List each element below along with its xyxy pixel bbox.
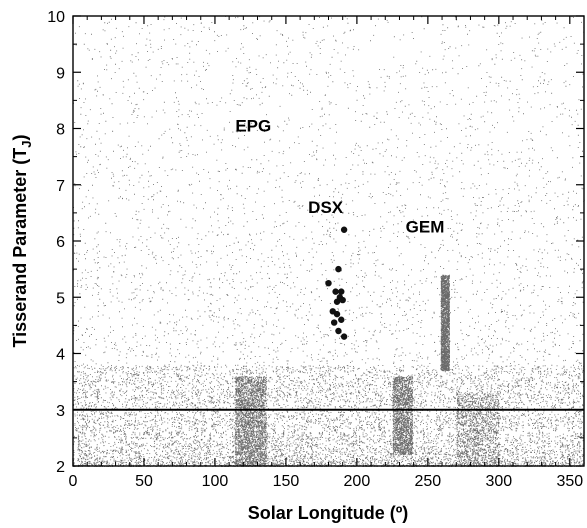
highlight-points: [325, 226, 348, 340]
y-tick-label: 10: [47, 9, 65, 26]
x-tick-label: 50: [135, 473, 153, 490]
x-tick-label: 200: [344, 473, 371, 490]
y-tick-label: 8: [56, 122, 65, 139]
background-dots: [73, 16, 585, 467]
highlight-point: [335, 265, 342, 273]
highlight-point: [330, 319, 338, 326]
x-axis-title: Solar Longitude (º): [248, 503, 409, 523]
y-tick-label: 9: [56, 65, 65, 82]
annotation-epg: EPG: [235, 116, 271, 135]
x-tick-label: 0: [69, 473, 78, 490]
y-axis-title: Tisserand Parameter (TJ): [10, 135, 34, 348]
annotation-gem: GEM: [406, 218, 445, 237]
highlight-point: [333, 298, 341, 305]
highlight-point: [332, 288, 339, 295]
plot-frame: [72, 15, 585, 467]
y-tick-label: 3: [56, 403, 65, 420]
annotations: EPG DSX GEM: [235, 116, 444, 236]
highlight-point: [325, 279, 332, 287]
x-tick-label: 350: [556, 473, 583, 490]
x-tick-label: 300: [485, 473, 512, 490]
x-ticks: 0 50 100 150 200 250 300 350: [69, 16, 583, 490]
background-point-cloud: [73, 16, 585, 467]
y-tick-label: 4: [56, 347, 65, 364]
y-tick-label: 2: [56, 459, 65, 476]
y-ticks: 2 3 4 5 6 7 8 9 10: [47, 9, 584, 476]
highlight-point: [340, 333, 348, 340]
y-tick-label: 5: [56, 290, 65, 307]
x-tick-label: 150: [273, 473, 300, 490]
y-axis-title-main: Tisserand Parameter (T: [10, 148, 30, 348]
highlight-point: [333, 310, 341, 318]
y-tick-label: 6: [56, 234, 65, 251]
y-axis-title-close: ): [10, 135, 30, 141]
highlight-point: [339, 296, 346, 304]
y-axis-title-sub: J: [19, 141, 34, 148]
highlight-point: [338, 288, 345, 295]
x-tick-label: 100: [202, 473, 229, 490]
highlight-point: [338, 316, 345, 323]
x-tick-label: 250: [415, 473, 442, 490]
y-tick-label: 7: [56, 178, 65, 195]
highlight-point: [335, 327, 342, 335]
highlight-point: [340, 226, 348, 233]
annotation-dsx: DSX: [308, 198, 344, 217]
